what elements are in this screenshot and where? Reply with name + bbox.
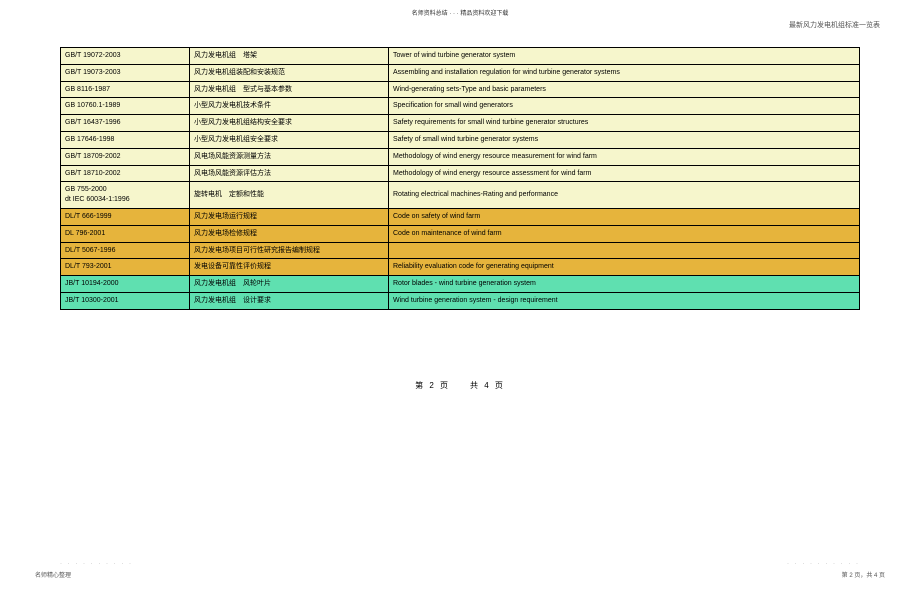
table-row: GB/T 19072-2003风力发电机组 塔架Tower of wind tu… [61, 48, 860, 65]
cell-chinese: 风力发电机组 风轮叶片 [190, 276, 389, 293]
cell-chinese: 发电设备可靠性评价规程 [190, 259, 389, 276]
table-row: GB 17646-1998小型风力发电机组安全要求Safety of small… [61, 131, 860, 148]
table-row: DL/T 666-1999风力发电场运行规程Code on safety of … [61, 208, 860, 225]
table-row: GB 10760.1-1989小型风力发电机技术条件Specification … [61, 98, 860, 115]
header-right: 最新风力发电机组标准一览表 [789, 20, 880, 30]
cell-english: Methodology of wind energy resource asse… [389, 165, 860, 182]
cell-code: GB 10760.1-1989 [61, 98, 190, 115]
table-row: JB/T 10300-2001风力发电机组 设计要求Wind turbine g… [61, 292, 860, 309]
cell-english: Specification for small wind generators [389, 98, 860, 115]
cell-chinese: 风力发电机组装配和安装规范 [190, 64, 389, 81]
cell-code: GB/T 18710-2002 [61, 165, 190, 182]
cell-code: GB/T 18709-2002 [61, 148, 190, 165]
footer-dots-left: · · · · · · · · · · [60, 561, 133, 567]
cell-english: Wind-generating sets-Type and basic para… [389, 81, 860, 98]
table-row: GB 8116-1987风力发电机组 型式与基本参数Wind-generatin… [61, 81, 860, 98]
table-row: DL 796-2001风力发电场检修规程Code on maintenance … [61, 225, 860, 242]
standards-table-wrap: GB/T 19072-2003风力发电机组 塔架Tower of wind tu… [60, 47, 860, 310]
table-row: JB/T 10194-2000风力发电机组 风轮叶片Rotor blades -… [61, 276, 860, 293]
cell-english: Code on safety of wind farm [389, 208, 860, 225]
cell-english [389, 242, 860, 259]
table-row: GB/T 18710-2002风电场风能资源评估方法Methodology of… [61, 165, 860, 182]
cell-code: GB 8116-1987 [61, 81, 190, 98]
header-center: 名师资料总结 · · · 精品资料欢迎下载 [0, 0, 920, 17]
cell-code: JB/T 10194-2000 [61, 276, 190, 293]
cell-english: Reliability evaluation code for generati… [389, 259, 860, 276]
cell-english: Safety requirements for small wind turbi… [389, 115, 860, 132]
cell-code: JB/T 10300-2001 [61, 292, 190, 309]
footer-dots-right: · · · · · · · · · · [787, 561, 860, 567]
cell-code: DL 796-2001 [61, 225, 190, 242]
cell-english: Tower of wind turbine generator system [389, 48, 860, 65]
cell-code: GB/T 19072-2003 [61, 48, 190, 65]
table-row: DL/T 793-2001发电设备可靠性评价规程Reliability eval… [61, 259, 860, 276]
cell-code: DL/T 5067-1996 [61, 242, 190, 259]
cell-code: DL/T 793-2001 [61, 259, 190, 276]
cell-english: Wind turbine generation system - design … [389, 292, 860, 309]
cell-chinese: 小型风力发电机技术条件 [190, 98, 389, 115]
cell-code: GB/T 19073-2003 [61, 64, 190, 81]
table-row: GB/T 19073-2003风力发电机组装配和安装规范Assembling a… [61, 64, 860, 81]
table-row: DL/T 5067-1996风力发电场项目可行性研究报告编制规程 [61, 242, 860, 259]
cell-chinese: 旋转电机 定额和性能 [190, 182, 389, 209]
page-number-center: 第 2 页 共 4 页 [0, 380, 920, 391]
cell-english: Methodology of wind energy resource meas… [389, 148, 860, 165]
cell-code: DL/T 666-1999 [61, 208, 190, 225]
footer-right: 第 2 页，共 4 页 [842, 570, 885, 579]
table-row: GB/T 18709-2002风电场风能资源测量方法Methodology of… [61, 148, 860, 165]
cell-chinese: 小型风力发电机组安全要求 [190, 131, 389, 148]
cell-chinese: 小型风力发电机组结构安全要求 [190, 115, 389, 132]
cell-chinese: 风力发电机组 塔架 [190, 48, 389, 65]
standards-table: GB/T 19072-2003风力发电机组 塔架Tower of wind tu… [60, 47, 860, 310]
table-row: GB 755-2000dt IEC 60034-1:1996旋转电机 定额和性能… [61, 182, 860, 209]
cell-chinese: 风电场风能资源评估方法 [190, 165, 389, 182]
cell-chinese: 风力发电机组 设计要求 [190, 292, 389, 309]
cell-chinese: 风力发电场检修规程 [190, 225, 389, 242]
footer-left: 名师精心整理 [35, 570, 71, 579]
cell-english: Rotating electrical machines-Rating and … [389, 182, 860, 209]
cell-chinese: 风力发电机组 型式与基本参数 [190, 81, 389, 98]
cell-english: Rotor blades - wind turbine generation s… [389, 276, 860, 293]
cell-code: GB 17646-1998 [61, 131, 190, 148]
cell-english: Assembling and installation regulation f… [389, 64, 860, 81]
cell-chinese: 风力发电场项目可行性研究报告编制规程 [190, 242, 389, 259]
cell-english: Code on maintenance of wind farm [389, 225, 860, 242]
cell-code: GB/T 16437-1996 [61, 115, 190, 132]
cell-chinese: 风力发电场运行规程 [190, 208, 389, 225]
cell-code: GB 755-2000dt IEC 60034-1:1996 [61, 182, 190, 209]
cell-chinese: 风电场风能资源测量方法 [190, 148, 389, 165]
cell-english: Safety of small wind turbine generator s… [389, 131, 860, 148]
table-row: GB/T 16437-1996小型风力发电机组结构安全要求Safety requ… [61, 115, 860, 132]
